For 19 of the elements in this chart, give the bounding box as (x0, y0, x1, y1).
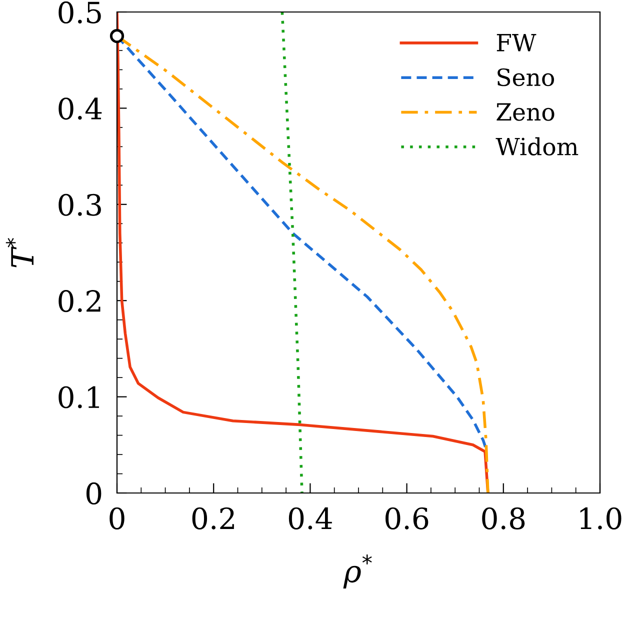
x-tick-label: 0.6 (386, 507, 428, 530)
y-tick-label: 0.4 (58, 98, 102, 120)
y-tick-label: 0.3 (58, 194, 101, 216)
x-axis-title: ρ$^{*}$ (343, 554, 372, 588)
y-tick-label: 0 (86, 482, 102, 504)
x-tick-label: 0.4 (288, 507, 332, 530)
y-tick-label: 0.1 (58, 386, 99, 408)
y-tick-label: 0.2 (58, 290, 100, 312)
y-axis-title: T$^{*}$ (6, 238, 34, 268)
x-tick-label: 0.8 (482, 507, 525, 530)
y-tick-label: 0.5 (58, 1, 101, 24)
x-tick-label: 0.2 (192, 507, 234, 530)
x-tick-label: 1.0 (580, 507, 622, 530)
legend-label: Widom (496, 137, 578, 156)
x-tick-label: 0 (110, 507, 124, 530)
line-series (280, 12, 304, 493)
legend-label: FW (496, 34, 536, 52)
legend-label: Seno (498, 68, 554, 86)
legend-label: Zeno (496, 103, 554, 121)
